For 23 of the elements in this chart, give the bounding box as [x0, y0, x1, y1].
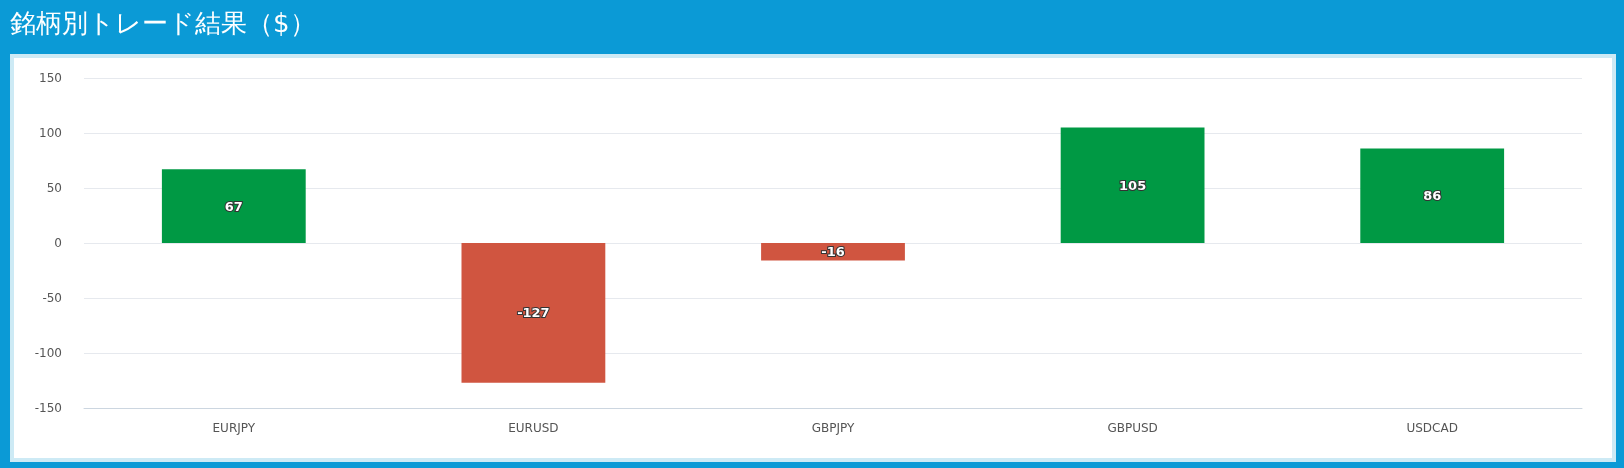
y-tick-label: 50	[46, 181, 62, 195]
y-tick-label: 100	[39, 126, 62, 140]
data-label: 105	[1119, 177, 1147, 193]
bar	[161, 169, 306, 243]
data-label: -127	[517, 305, 550, 321]
y-tick-label: -150	[34, 401, 62, 415]
y-tick-label: 0	[54, 236, 62, 250]
data-label: -16	[821, 244, 845, 260]
y-tick-label: -100	[34, 346, 62, 360]
x-tick-label: USDCAD	[1406, 421, 1458, 435]
data-label: 67	[224, 198, 243, 214]
data-label: 86	[1423, 188, 1442, 204]
x-tick-label: EURUSD	[508, 421, 559, 435]
y-tick-label: 150	[39, 71, 62, 85]
bar	[1360, 148, 1505, 243]
x-tick-label: GBPJPY	[811, 421, 855, 435]
bar	[1060, 127, 1205, 243]
y-tick-label: -50	[42, 291, 62, 305]
bar	[761, 243, 905, 261]
x-tick-label: EURJPY	[212, 421, 256, 435]
bar	[461, 243, 606, 383]
chart-title: 銘柄別トレード結果（$）	[10, 7, 316, 40]
x-tick-label: GBPUSD	[1107, 421, 1158, 435]
